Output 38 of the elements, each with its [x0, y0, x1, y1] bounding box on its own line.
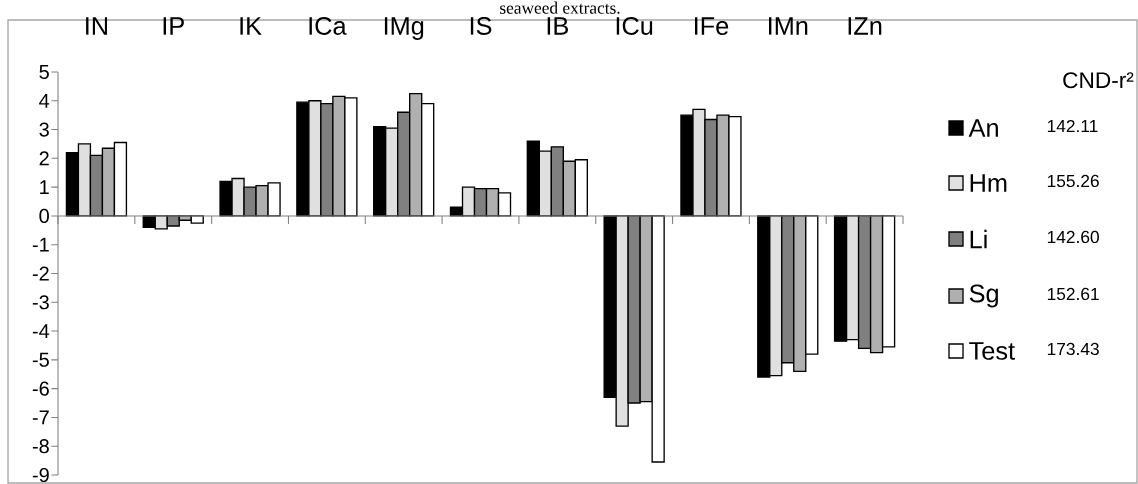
x-tick-label: IK	[240, 17, 262, 35]
legend-label: Hm	[970, 174, 1007, 192]
x-tick-label: IP	[163, 17, 184, 35]
text: 142.11	[1047, 119, 1098, 133]
x-tick-label: IZn	[848, 17, 882, 35]
x-tick-label: IFe	[695, 17, 729, 35]
text: 152.61	[1047, 287, 1099, 301]
y-tick-label: -6	[32, 381, 49, 396]
chart-title: seaweed extracts.	[500, 1, 620, 14]
x-tick-label: IB	[547, 17, 568, 35]
legend-label: Li	[970, 229, 987, 249]
x-tick-label: ICa	[309, 16, 347, 35]
legend-label: An	[968, 119, 998, 137]
x-tick-label: IMg	[384, 17, 424, 40]
y-tick-label: -9	[32, 467, 49, 483]
y-tick-label: -1	[32, 237, 49, 252]
y-tick-label: -5	[32, 352, 49, 367]
y-tick-label: 3	[39, 122, 49, 137]
y-tick-label: -8	[32, 439, 49, 454]
x-tick-label: IMn	[769, 17, 808, 35]
legend-label: Test	[969, 342, 1015, 360]
text: 173.43	[1047, 342, 1099, 356]
x-tick-label: ICu	[616, 16, 653, 35]
y-tick-label: -2	[32, 266, 49, 281]
x-tick-label: IS	[470, 16, 492, 35]
legend-title: CND-r²	[1063, 72, 1134, 89]
y-tick-label: 1	[40, 180, 49, 194]
text: 155.26	[1047, 174, 1099, 188]
legend-label: Sg	[969, 284, 998, 308]
y-tick-label: 0	[39, 208, 49, 223]
y-tick-label: 4	[39, 93, 50, 108]
y-tick-label: 5	[39, 65, 49, 79]
y-tick-label: -7	[32, 410, 49, 425]
text: 142.60	[1047, 230, 1099, 244]
y-tick-label: -3	[32, 295, 49, 310]
y-tick-label: -4	[32, 324, 50, 338]
y-tick-label: 2	[39, 151, 49, 166]
x-tick-label: IN	[86, 17, 108, 35]
